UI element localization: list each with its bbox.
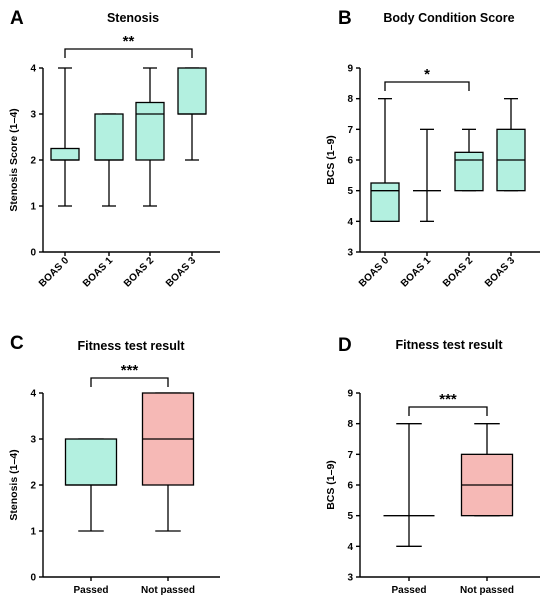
panel-d-plot: 3 4 5 6 7 8 9 Passed Not passed *** [347, 389, 514, 597]
y-tick-label: 3 [347, 248, 353, 259]
y-tick-label: 0 [30, 573, 36, 584]
category-label: Passed [73, 585, 108, 596]
category-label: BOAS 3 [164, 255, 198, 289]
y-tick-label: 5 [347, 186, 353, 197]
panel-a-title: Stenosis [107, 11, 159, 25]
y-tick-label: 4 [347, 217, 353, 228]
panel-label-b: B [338, 8, 352, 29]
panel-b-title: Body Condition Score [383, 11, 514, 25]
panel-b-y-axis-label: BCS (1–9) [325, 135, 337, 185]
significance-bracket [64, 48, 193, 58]
category-label: Not passed [460, 585, 514, 596]
panel-a: A Stenosis Stenosis Score (1–4) 0 1 2 3 4 BOA… [8, 8, 220, 289]
panel-label-a: A [10, 8, 24, 29]
panel-c: C Fitness test result Stenosis (1–4) 0 1 2… [8, 333, 220, 596]
significance-bracket [384, 81, 470, 91]
box [370, 182, 400, 222]
box [94, 113, 124, 161]
significance-label: *** [439, 391, 457, 408]
panel-label-c: C [10, 333, 24, 354]
box [454, 151, 484, 192]
y-tick-label: 2 [30, 156, 36, 167]
category-label: BOAS 2 [441, 255, 475, 289]
y-tick-label: 0 [30, 248, 36, 259]
panel-c-plot: 0 1 2 3 4 Passed Not passed *** [30, 362, 195, 596]
y-tick-label: 2 [30, 481, 36, 492]
category-label: BOAS 1 [81, 255, 115, 289]
panel-a-y-axis-label: Stenosis Score (1–4) [8, 108, 20, 211]
category-label: BOAS 1 [399, 255, 433, 289]
y-tick-label: 8 [347, 419, 353, 430]
y-tick-label: 3 [347, 573, 353, 584]
y-tick-label: 7 [347, 450, 353, 461]
y-tick-label: 4 [30, 64, 36, 75]
category-label: BOAS 3 [483, 255, 517, 289]
y-tick-label: 7 [347, 125, 353, 136]
panel-c-y-axis-label: Stenosis (1–4) [8, 449, 20, 520]
y-tick-label: 6 [347, 481, 353, 492]
y-tick-label: 8 [347, 94, 353, 105]
category-label: Passed [391, 585, 426, 596]
y-tick-label: 3 [30, 110, 36, 121]
box [135, 101, 165, 161]
y-tick-label: 1 [30, 527, 36, 538]
y-tick-label: 6 [347, 156, 353, 167]
significance-label: *** [121, 362, 139, 379]
significance-label: * [424, 66, 430, 83]
panel-d: D Fitness test result BCS (1–9) 3 4 5 6 7 8 9 P… [325, 335, 540, 596]
panel-d-title: Fitness test result [396, 338, 504, 352]
significance-label: ** [123, 33, 135, 50]
box [177, 67, 207, 115]
y-tick-label: 9 [347, 64, 353, 75]
category-label: BOAS 0 [357, 255, 391, 289]
category-label: BOAS 0 [37, 255, 71, 289]
box [50, 147, 80, 161]
y-tick-label: 9 [347, 389, 353, 400]
y-tick-label: 1 [30, 202, 36, 213]
panel-d-y-axis-label: BCS (1–9) [325, 460, 337, 510]
category-label: BOAS 2 [122, 255, 156, 289]
y-tick-label: 3 [30, 435, 36, 446]
y-tick-label: 5 [347, 511, 353, 522]
y-tick-label: 4 [347, 542, 353, 553]
panel-b: B Body Condition Score BCS (1–9) 3 4 5 6 7 8 9… [325, 8, 540, 289]
panel-a-plot: 0 1 2 3 4 BOAS 0 BOAS 1 BOAS 2 BOAS 3 ** [30, 33, 207, 289]
significance-bracket [90, 377, 169, 387]
panel-label-d: D [338, 335, 352, 356]
y-tick-label: 4 [30, 389, 36, 400]
significance-bracket [408, 406, 488, 416]
box [64, 438, 118, 486]
category-label: Not passed [141, 585, 195, 596]
panel-b-plot: 3 4 5 6 7 8 9 BOAS 0 BOAS 1 BOAS 2 BOAS 3 * [347, 64, 526, 289]
panel-c-title: Fitness test result [78, 339, 186, 353]
